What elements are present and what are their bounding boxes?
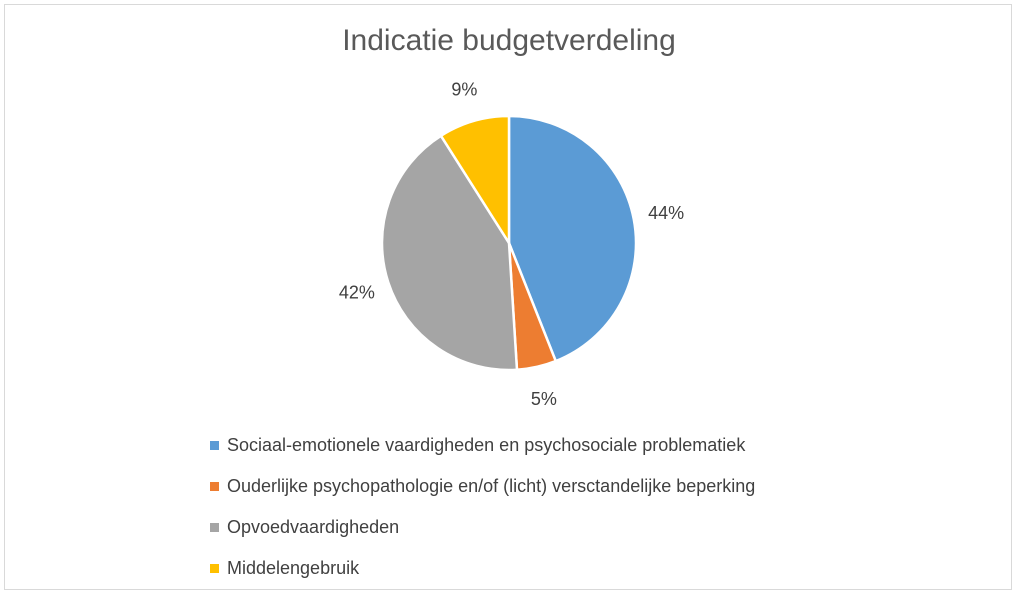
legend-swatch bbox=[210, 441, 219, 450]
legend-swatch bbox=[210, 523, 219, 532]
legend-label: Ouderlijke psychopathologie en/of (licht… bbox=[227, 476, 756, 496]
pie-slice-1 bbox=[507, 114, 638, 363]
legend-swatch bbox=[210, 482, 219, 491]
legend-item-4: Middelengebruik bbox=[210, 548, 970, 589]
legend-label: Opvoedvaardigheden bbox=[227, 517, 400, 537]
legend-swatch bbox=[210, 564, 219, 573]
data-label-1: 44% bbox=[648, 203, 684, 223]
data-label-4: 9% bbox=[451, 79, 477, 99]
pie-slice-4 bbox=[439, 114, 511, 248]
legend-label: Sociaal-emotionele vaardigheden en psych… bbox=[227, 435, 746, 455]
data-label-2: 5% bbox=[531, 389, 557, 409]
legend-label: Middelengebruik bbox=[227, 558, 360, 578]
legend: Sociaal-emotionele vaardigheden en psych… bbox=[210, 425, 970, 589]
legend-item-3: Opvoedvaardigheden bbox=[210, 507, 970, 548]
pie-slice-3 bbox=[380, 134, 519, 372]
chart-title: Indicatie budgetverdeling bbox=[342, 24, 676, 57]
legend-item-2: Ouderlijke psychopathologie en/of (licht… bbox=[210, 466, 970, 507]
data-label-3: 42% bbox=[339, 282, 375, 302]
legend-item-1: Sociaal-emotionele vaardigheden en psych… bbox=[210, 425, 970, 466]
